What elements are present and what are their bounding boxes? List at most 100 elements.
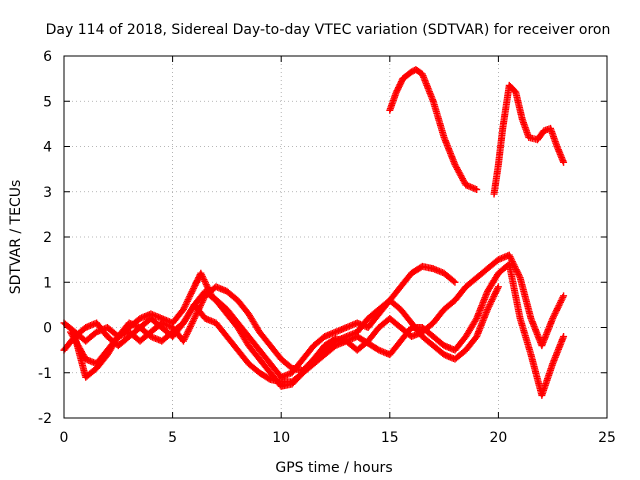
data-marker [188, 319, 196, 327]
data-marker [506, 253, 514, 261]
data-marker [551, 310, 559, 318]
data-marker [509, 259, 517, 267]
data-marker [491, 291, 499, 299]
x-tick-label: 20 [489, 430, 507, 446]
data-marker [507, 254, 515, 262]
data-marker [182, 301, 190, 309]
data-marker [560, 158, 568, 166]
data-marker [556, 300, 564, 308]
data-marker [560, 333, 568, 341]
data-marker [183, 329, 191, 337]
data-marker [515, 272, 523, 280]
data-marker [190, 284, 198, 292]
data-marker [203, 282, 211, 290]
x-tick-label: 10 [272, 430, 290, 446]
y-tick-label: 2 [43, 230, 52, 246]
data-marker [187, 289, 195, 297]
data-marker [189, 318, 197, 326]
y-axis-label: SDTVAR / TECUs [8, 180, 24, 295]
data-marker [183, 297, 191, 305]
data-marker [186, 324, 194, 332]
data-marker [185, 326, 193, 334]
x-tick-label: 0 [60, 430, 69, 446]
data-marker [558, 295, 566, 303]
data-marker [199, 274, 207, 282]
data-marker [180, 304, 188, 312]
data-marker [183, 331, 191, 339]
data-marker [185, 294, 193, 302]
data-marker [554, 303, 562, 311]
data-marker [189, 286, 197, 294]
data-marker [553, 306, 561, 314]
data-marker [487, 299, 495, 307]
data-marker [514, 269, 522, 277]
data-marker [198, 298, 206, 306]
x-tick-label: 25 [598, 430, 616, 446]
data-marker [513, 267, 521, 275]
data-marker [450, 277, 458, 285]
data-marker [560, 292, 568, 300]
series-track-6 [490, 81, 568, 198]
data-marker [508, 256, 516, 264]
data-marker [181, 334, 189, 342]
data-marker [451, 278, 459, 286]
data-marker [553, 305, 561, 313]
data-marker [549, 313, 557, 321]
data-marker [505, 251, 513, 259]
y-tick-label: 1 [43, 275, 52, 291]
data-marker [559, 293, 567, 301]
data-marker [179, 337, 187, 345]
data-marker [187, 321, 195, 329]
y-tick-label: -1 [38, 366, 52, 382]
data-marker [200, 295, 208, 303]
data-marker [197, 269, 205, 277]
data-marker [484, 304, 492, 312]
data-marker [190, 314, 198, 322]
data-marker [183, 299, 191, 307]
y-tick-label: 4 [43, 140, 52, 156]
chart-title: Day 114 of 2018, Sidereal Day-to-day VTE… [46, 22, 611, 38]
data-marker [186, 323, 194, 331]
data-marker [488, 296, 496, 304]
data-marker [484, 305, 492, 313]
data-marker [186, 291, 194, 299]
data-marker [182, 332, 190, 340]
data-marker [202, 281, 210, 289]
data-marker [184, 327, 192, 335]
data-marker [200, 276, 208, 284]
data-marker [198, 272, 206, 280]
data-marker [550, 311, 558, 319]
data-marker [489, 294, 497, 302]
y-tick-label: 5 [43, 94, 52, 110]
data-marker [201, 277, 209, 285]
data-marker [199, 297, 207, 305]
data-marker [552, 308, 560, 316]
data-marker [180, 335, 188, 343]
series-track-4 [71, 260, 568, 399]
data-marker [491, 289, 499, 297]
data-markers [60, 66, 568, 399]
data-marker [201, 279, 209, 287]
data-marker [184, 296, 192, 304]
data-marker [549, 314, 557, 322]
data-marker [485, 302, 493, 310]
data-marker [492, 288, 500, 296]
data-marker [557, 297, 565, 305]
data-marker [493, 286, 501, 294]
data-marker [191, 313, 199, 321]
data-marker [512, 266, 520, 274]
data-marker [556, 298, 564, 306]
y-tick-label: -2 [38, 411, 52, 427]
data-marker [494, 283, 502, 291]
x-tick-label: 15 [381, 430, 399, 446]
data-marker [192, 311, 200, 319]
y-tick-label: 0 [43, 321, 52, 337]
data-marker [486, 301, 494, 309]
data-marker [555, 302, 563, 310]
data-marker [487, 297, 495, 305]
data-marker [188, 288, 196, 296]
data-marker [186, 292, 194, 300]
data-marker [179, 305, 187, 313]
